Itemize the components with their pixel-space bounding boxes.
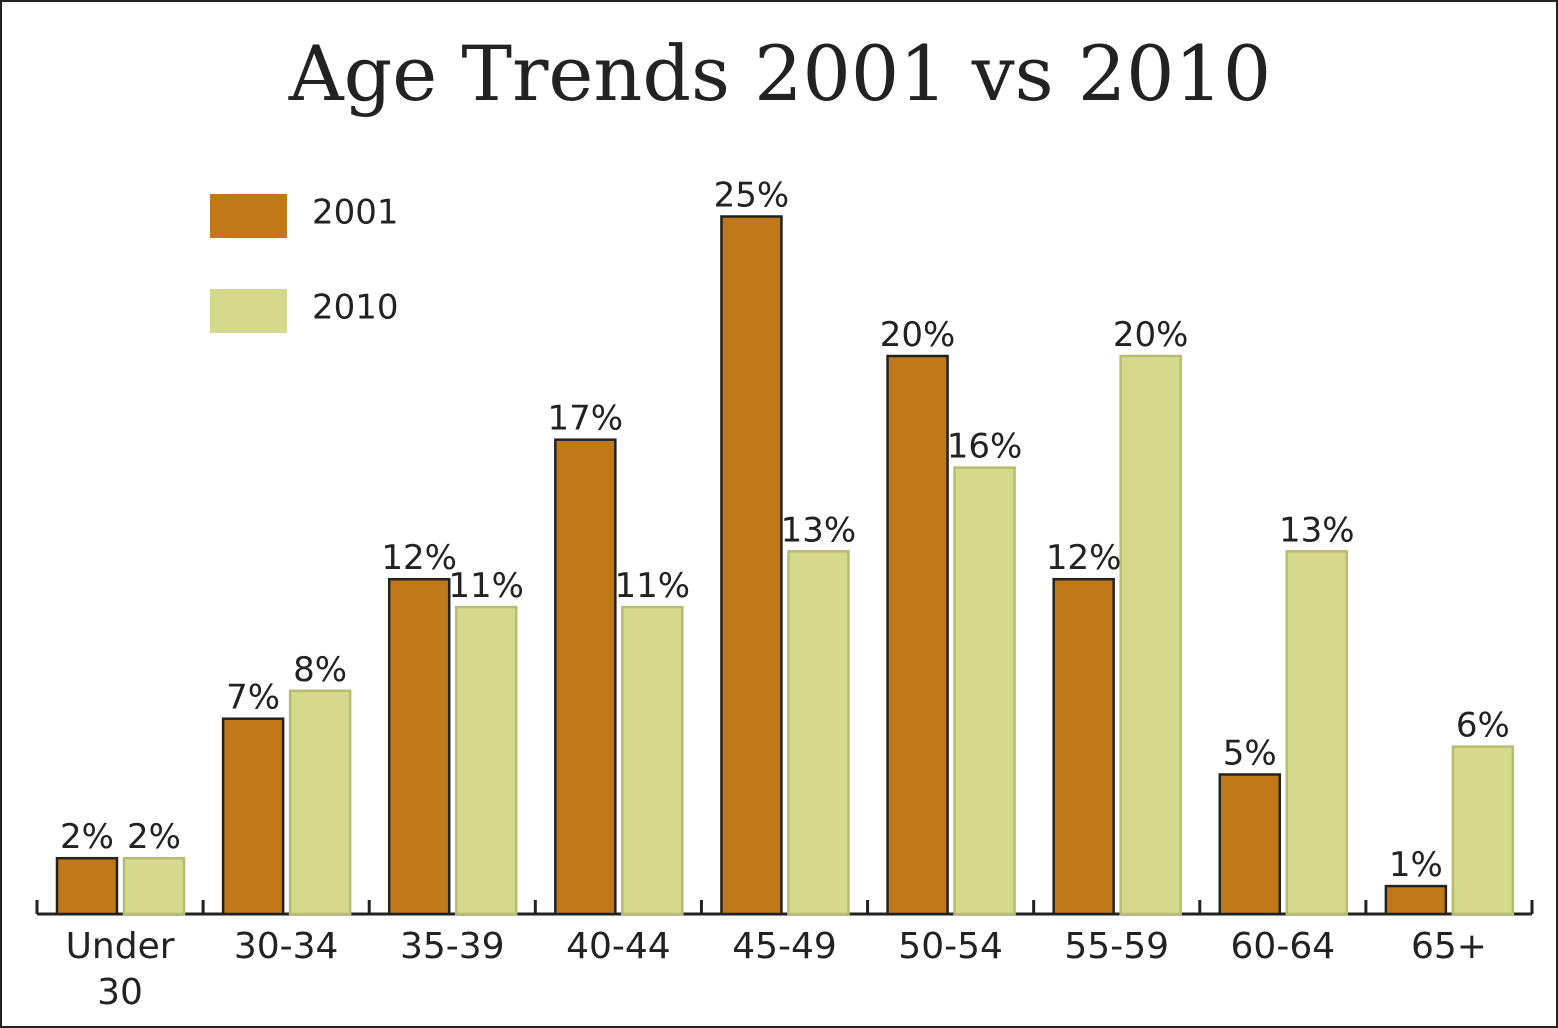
- bar: [787, 550, 850, 916]
- bar: [122, 856, 186, 916]
- x-tick-label: 40-44: [566, 926, 671, 967]
- data-label: 11%: [615, 566, 691, 606]
- data-label: 20%: [880, 315, 956, 355]
- data-label: 5%: [1223, 734, 1277, 774]
- chart-title: Age Trends 2001 vs 2010: [288, 29, 1272, 118]
- data-label: 2%: [127, 817, 181, 857]
- bar: [454, 605, 518, 916]
- data-label: 6%: [1456, 706, 1510, 746]
- x-tick-label: 55-59: [1064, 926, 1170, 967]
- x-tick-label: 65+: [1410, 926, 1487, 967]
- bar: [886, 354, 949, 916]
- bar: [720, 215, 783, 916]
- x-tick-label: 30-34: [233, 926, 339, 967]
- data-label: 2%: [60, 817, 114, 857]
- legend-swatch: [210, 194, 287, 238]
- bar: [1052, 577, 1115, 916]
- data-label: 20%: [1113, 315, 1189, 355]
- data-label: 25%: [714, 176, 790, 216]
- data-label: 11%: [448, 566, 524, 606]
- data-label: 12%: [381, 538, 457, 578]
- x-tick-label: 35-39: [399, 926, 505, 967]
- data-label: 16%: [947, 427, 1023, 467]
- bar: [288, 689, 352, 916]
- data-label: 13%: [1279, 510, 1355, 550]
- bar: [1451, 745, 1515, 916]
- x-tick-label: 50-54: [898, 926, 1003, 967]
- bar: [621, 605, 684, 916]
- data-label: 1%: [1389, 845, 1443, 885]
- bar: [1218, 773, 1282, 916]
- data-label: 13%: [781, 510, 857, 550]
- legend-label: 2001: [312, 193, 399, 233]
- data-label: 12%: [1046, 538, 1122, 578]
- legend-label: 2010: [312, 288, 399, 328]
- bar: [1384, 884, 1448, 916]
- bar: [953, 466, 1016, 916]
- x-tick-label: 45-49: [732, 926, 837, 967]
- bar: [1119, 354, 1182, 916]
- x-tick-label: 60-64: [1230, 926, 1336, 967]
- legend-swatch: [210, 289, 287, 333]
- data-label: 8%: [293, 650, 347, 690]
- data-label: 17%: [548, 399, 624, 439]
- bar: [387, 577, 451, 916]
- bar: [221, 717, 285, 916]
- bar: [554, 438, 617, 916]
- x-tick-label: Under 30: [65, 926, 175, 1013]
- bar: [55, 856, 119, 916]
- bar: [1285, 550, 1349, 916]
- data-label: 7%: [226, 678, 280, 718]
